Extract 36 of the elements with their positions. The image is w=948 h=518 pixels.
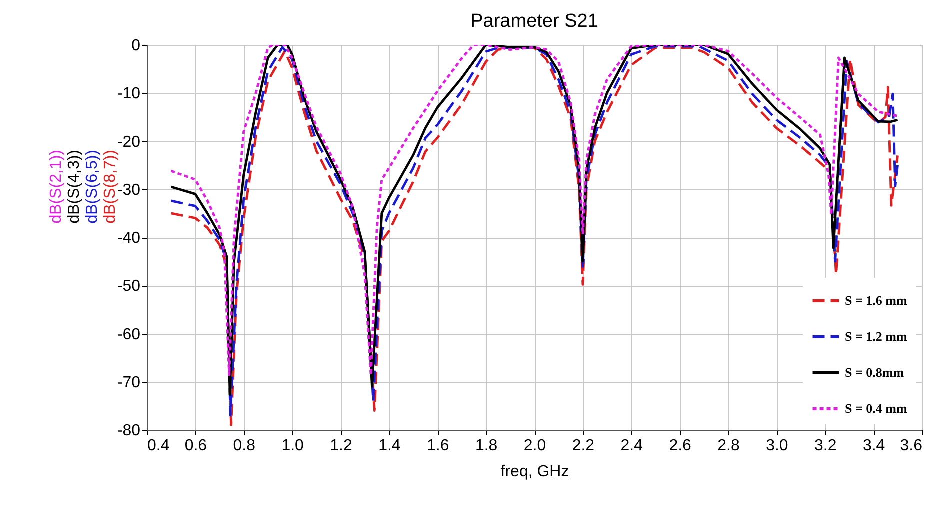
- x-tick-label: 0.8: [233, 438, 256, 454]
- y-tick-label: -70: [117, 374, 141, 392]
- y-tick-label: -40: [117, 230, 141, 247]
- x-tick-label: 0.4: [148, 438, 170, 454]
- legend-label: S = 1.6 mm: [845, 293, 908, 308]
- x-tick-label: 1.8: [475, 438, 498, 454]
- y-tick-label: -50: [117, 278, 141, 296]
- x-tick-label: 3.4: [862, 438, 886, 454]
- y-tick-label: -60: [117, 326, 141, 344]
- text: dB(S(2,1)): [48, 150, 66, 224]
- x-tick-label: 1.0: [282, 438, 304, 454]
- chart-title: Parameter S21: [470, 11, 598, 32]
- x-tick-label: 2.4: [620, 438, 644, 454]
- legend-label: S = 0.8mm: [845, 365, 904, 380]
- legend-label: S = 1.2 mm: [845, 329, 908, 344]
- x-tick-label: 1.2: [330, 438, 352, 454]
- x-tick-label: 1.6: [427, 438, 450, 454]
- x-tick-label: 0.6: [184, 438, 208, 454]
- x-tick-label: 3.0: [766, 438, 788, 454]
- x-tick-label: 2.2: [572, 438, 595, 454]
- x-tick-label: 3.6: [900, 438, 923, 454]
- text: dB(S(8,7)): [102, 150, 119, 224]
- x-tick-label: 1.4: [378, 438, 401, 454]
- text: dB(S(4,3)): [66, 150, 84, 224]
- y-tick-label: -20: [117, 134, 141, 151]
- x-axis-title: freq, GHz: [500, 464, 570, 480]
- text: dB(S(6,5)): [84, 150, 102, 224]
- x-tick-label: 3.2: [814, 438, 837, 454]
- y-tick-label: -10: [117, 86, 141, 103]
- y-tick-label: 0: [132, 38, 141, 54]
- x-tick-label: 2.0: [524, 438, 546, 454]
- y-tick-label: -80: [117, 422, 141, 440]
- x-tick-label: 2.6: [669, 438, 692, 454]
- legend-label: S = 0.4 mm: [845, 401, 908, 416]
- x-tick-label: 2.8: [718, 438, 740, 454]
- y-tick-label: -30: [117, 182, 141, 199]
